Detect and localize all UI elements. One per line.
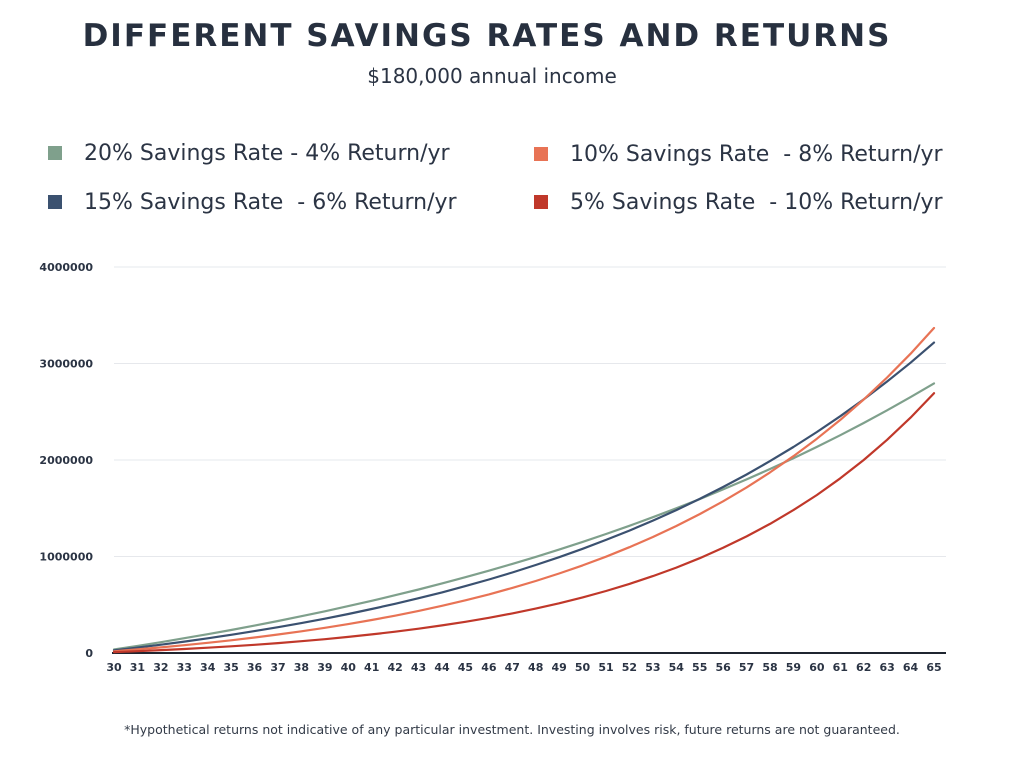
series-line-2 xyxy=(112,341,936,652)
x-tick-label: 45 xyxy=(458,661,473,674)
x-tick-label: 30 xyxy=(106,661,122,674)
x-tick-label: 39 xyxy=(317,661,332,674)
legend-item-series-1: 20% Savings Rate - 4% Return/yr xyxy=(48,138,450,168)
x-tick-label: 33 xyxy=(177,661,192,674)
series-line-4 xyxy=(112,392,936,654)
x-tick-label: 42 xyxy=(387,661,402,674)
legend-label-series-4: 5% Savings Rate - 10% Return/yr xyxy=(570,189,943,215)
y-tick-label: 0 xyxy=(85,647,93,660)
x-tick-label: 62 xyxy=(856,661,871,674)
legend-swatch-series-1 xyxy=(48,146,62,160)
x-tick-label: 52 xyxy=(622,661,637,674)
x-tick-label: 51 xyxy=(598,661,613,674)
x-tick-label: 58 xyxy=(762,661,777,674)
x-tick-label: 37 xyxy=(270,661,285,674)
legend-swatch-series-2 xyxy=(48,195,62,209)
x-tick-label: 41 xyxy=(364,661,379,674)
x-tick-label: 55 xyxy=(692,661,707,674)
y-tick-label: 2000000 xyxy=(39,454,93,467)
y-tick-label: 4000000 xyxy=(39,261,93,274)
legend-label-series-2: 15% Savings Rate - 6% Return/yr xyxy=(84,189,457,215)
y-tick-label: 1000000 xyxy=(39,551,93,564)
x-tick-label: 38 xyxy=(294,661,309,674)
legend-label-series-1: 20% Savings Rate - 4% Return/yr xyxy=(84,140,450,166)
legend-item-series-3: 10% Savings Rate - 8% Return/yr xyxy=(534,139,943,169)
x-tick-label: 32 xyxy=(153,661,168,674)
x-tick-label: 50 xyxy=(575,661,591,674)
legend-label-series-3: 10% Savings Rate - 8% Return/yr xyxy=(570,141,943,167)
series-line-1 xyxy=(112,382,936,651)
x-tick-label: 63 xyxy=(879,661,894,674)
footnote: *Hypothetical returns not indicative of … xyxy=(124,722,900,737)
x-tick-label: 60 xyxy=(809,661,825,674)
x-tick-label: 48 xyxy=(528,661,543,674)
x-tick-label: 35 xyxy=(223,661,238,674)
legend-swatch-series-4 xyxy=(534,195,548,209)
x-tick-label: 47 xyxy=(505,661,520,674)
x-tick-label: 34 xyxy=(200,661,216,674)
x-tick-label: 59 xyxy=(786,661,801,674)
series-line-3 xyxy=(112,326,936,653)
y-tick-label: 3000000 xyxy=(39,358,93,371)
legend-item-series-4: 5% Savings Rate - 10% Return/yr xyxy=(534,187,943,217)
x-tick-label: 49 xyxy=(551,661,566,674)
x-tick-label: 44 xyxy=(434,661,450,674)
x-tick-label: 43 xyxy=(411,661,426,674)
x-tick-label: 36 xyxy=(247,661,263,674)
x-tick-label: 53 xyxy=(645,661,660,674)
x-tick-label: 57 xyxy=(739,661,754,674)
x-tick-label: 56 xyxy=(715,661,731,674)
legend-swatch-series-3 xyxy=(534,147,548,161)
legend-item-series-2: 15% Savings Rate - 6% Return/yr xyxy=(48,187,457,217)
x-tick-label: 54 xyxy=(669,661,685,674)
x-tick-label: 40 xyxy=(341,661,357,674)
chart-title: DIFFERENT SAVINGS RATES AND RETURNS xyxy=(82,18,892,54)
x-tick-label: 31 xyxy=(130,661,145,674)
x-tick-label: 64 xyxy=(903,661,919,674)
x-tick-label: 61 xyxy=(833,661,848,674)
x-tick-label: 46 xyxy=(481,661,497,674)
chart-subtitle: $180,000 annual income xyxy=(367,64,617,88)
x-tick-label: 65 xyxy=(926,661,941,674)
